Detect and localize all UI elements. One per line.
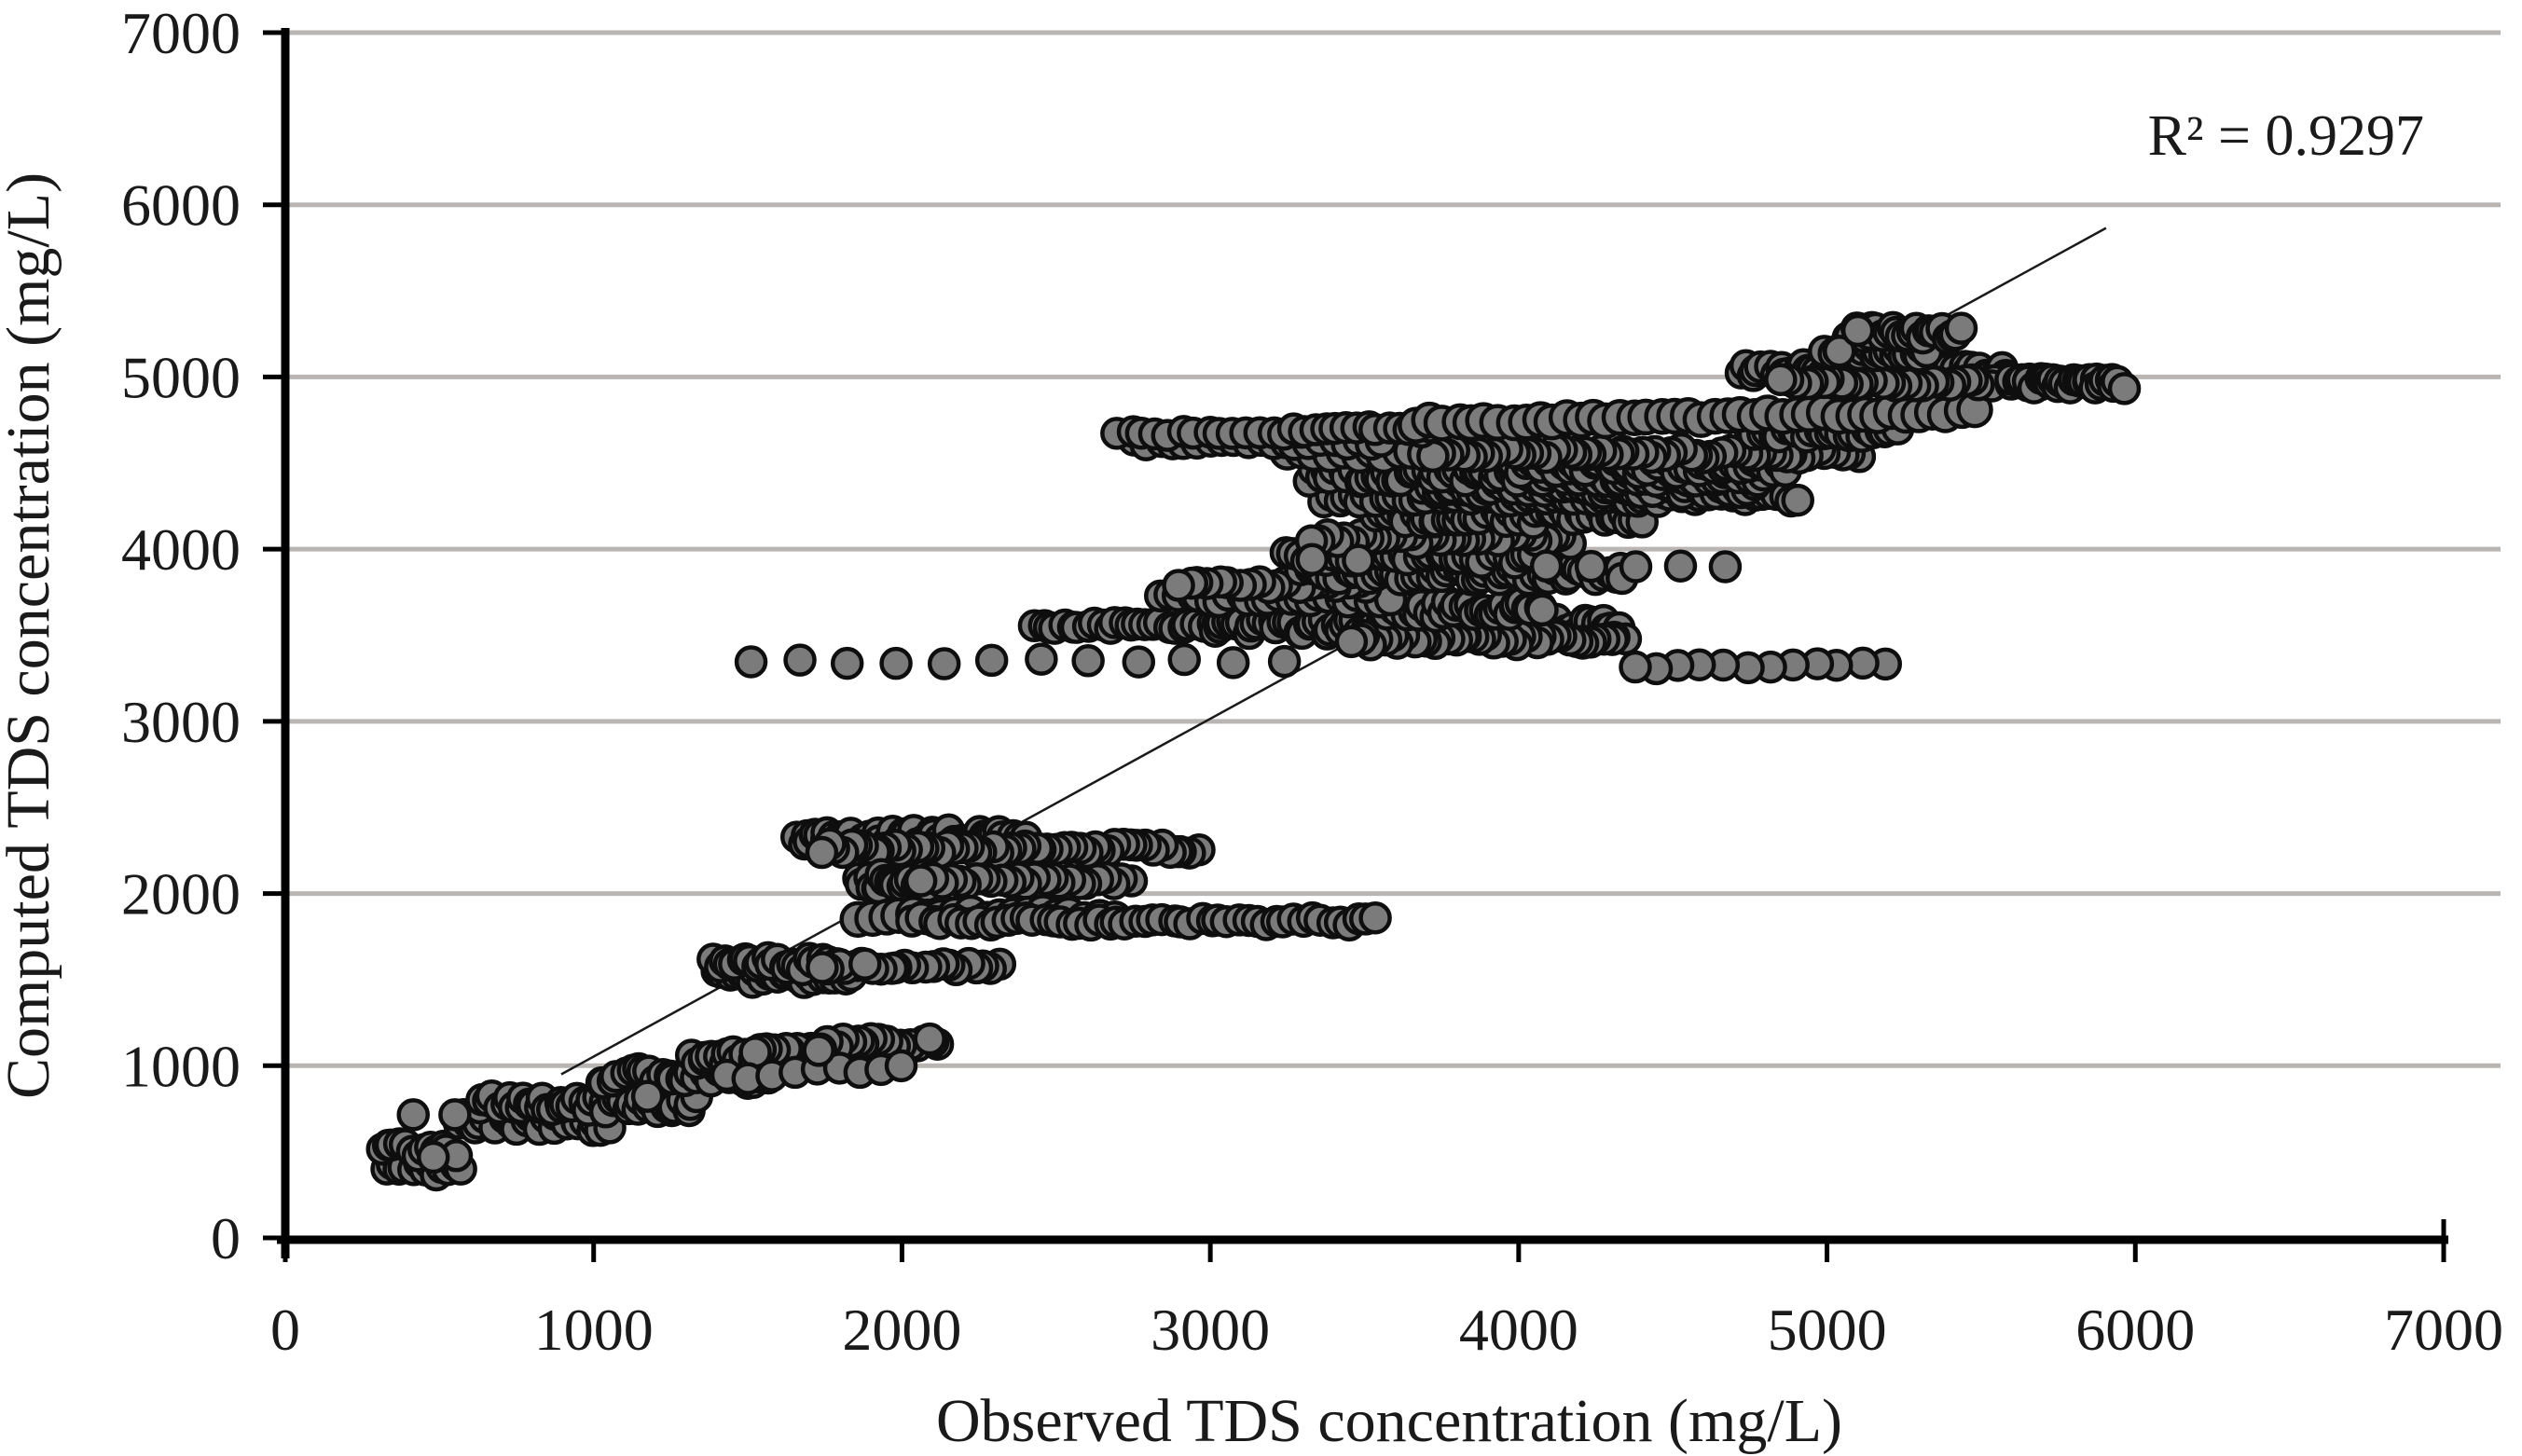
data-point <box>830 646 864 680</box>
y-tick-label: 0 <box>211 1205 241 1271</box>
x-tick-label: 1000 <box>534 1297 654 1363</box>
data-point <box>1574 549 1608 584</box>
r-squared-annotation: R² = 0.9297 <box>2148 104 2424 168</box>
data-point <box>974 643 1009 678</box>
x-tick-label: 3000 <box>1151 1297 1270 1363</box>
data-point <box>802 1034 835 1067</box>
data-point <box>1162 569 1195 602</box>
data-point <box>1823 334 1856 368</box>
data-points <box>365 310 2142 1192</box>
axes <box>263 28 2448 1262</box>
y-tick-label: 7000 <box>121 0 241 66</box>
x-tick-label: 5000 <box>1768 1297 1887 1363</box>
y-tick-label: 5000 <box>121 344 241 410</box>
x-axis-title: Observed TDS concentration (mg/L) <box>936 1387 1842 1455</box>
data-point <box>630 1079 665 1113</box>
y-tick-label: 6000 <box>121 172 241 239</box>
x-tick-label: 6000 <box>2075 1297 2195 1363</box>
data-point <box>805 835 839 870</box>
y-tick-label: 3000 <box>121 689 241 755</box>
data-point <box>1334 625 1369 659</box>
data-point <box>1619 550 1653 584</box>
data-point <box>416 1140 450 1174</box>
data-point <box>1122 645 1156 679</box>
data-point <box>783 643 817 677</box>
y-tick-label: 4000 <box>121 516 241 583</box>
data-point <box>1342 543 1375 577</box>
data-point <box>1944 311 1978 345</box>
data-point <box>1663 549 1698 583</box>
data-point <box>1295 543 1330 576</box>
data-point <box>438 1098 472 1132</box>
y-tick-label: 2000 <box>121 861 241 927</box>
x-tick-label: 2000 <box>842 1297 961 1363</box>
data-point <box>1840 313 1875 348</box>
data-point <box>1167 642 1201 677</box>
data-point <box>1071 644 1105 678</box>
y-axis-title: Computed TDS concentration (mg/L) <box>0 172 62 1099</box>
x-tick-label: 0 <box>270 1297 300 1363</box>
data-point <box>1781 483 1815 517</box>
data-point <box>913 1022 946 1056</box>
data-point <box>848 947 882 982</box>
x-tick-label: 4000 <box>1459 1297 1578 1363</box>
data-point <box>734 645 768 679</box>
data-point <box>1358 900 1392 935</box>
y-tick-label: 1000 <box>121 1033 241 1099</box>
data-point <box>1525 593 1559 627</box>
data-point <box>1529 549 1564 583</box>
data-point <box>1764 363 1798 396</box>
data-point <box>2107 372 2142 405</box>
data-point <box>1216 646 1250 680</box>
data-point <box>884 1049 918 1083</box>
data-point <box>396 1098 430 1132</box>
x-tick-label: 7000 <box>2384 1297 2503 1363</box>
data-point <box>806 951 839 984</box>
data-point <box>903 864 938 898</box>
data-point <box>927 647 961 680</box>
data-point <box>879 646 913 680</box>
data-point <box>1708 550 1743 584</box>
data-point <box>1267 644 1302 679</box>
data-point <box>1619 650 1652 684</box>
gridlines <box>285 30 2501 1068</box>
data-point <box>1025 642 1058 676</box>
